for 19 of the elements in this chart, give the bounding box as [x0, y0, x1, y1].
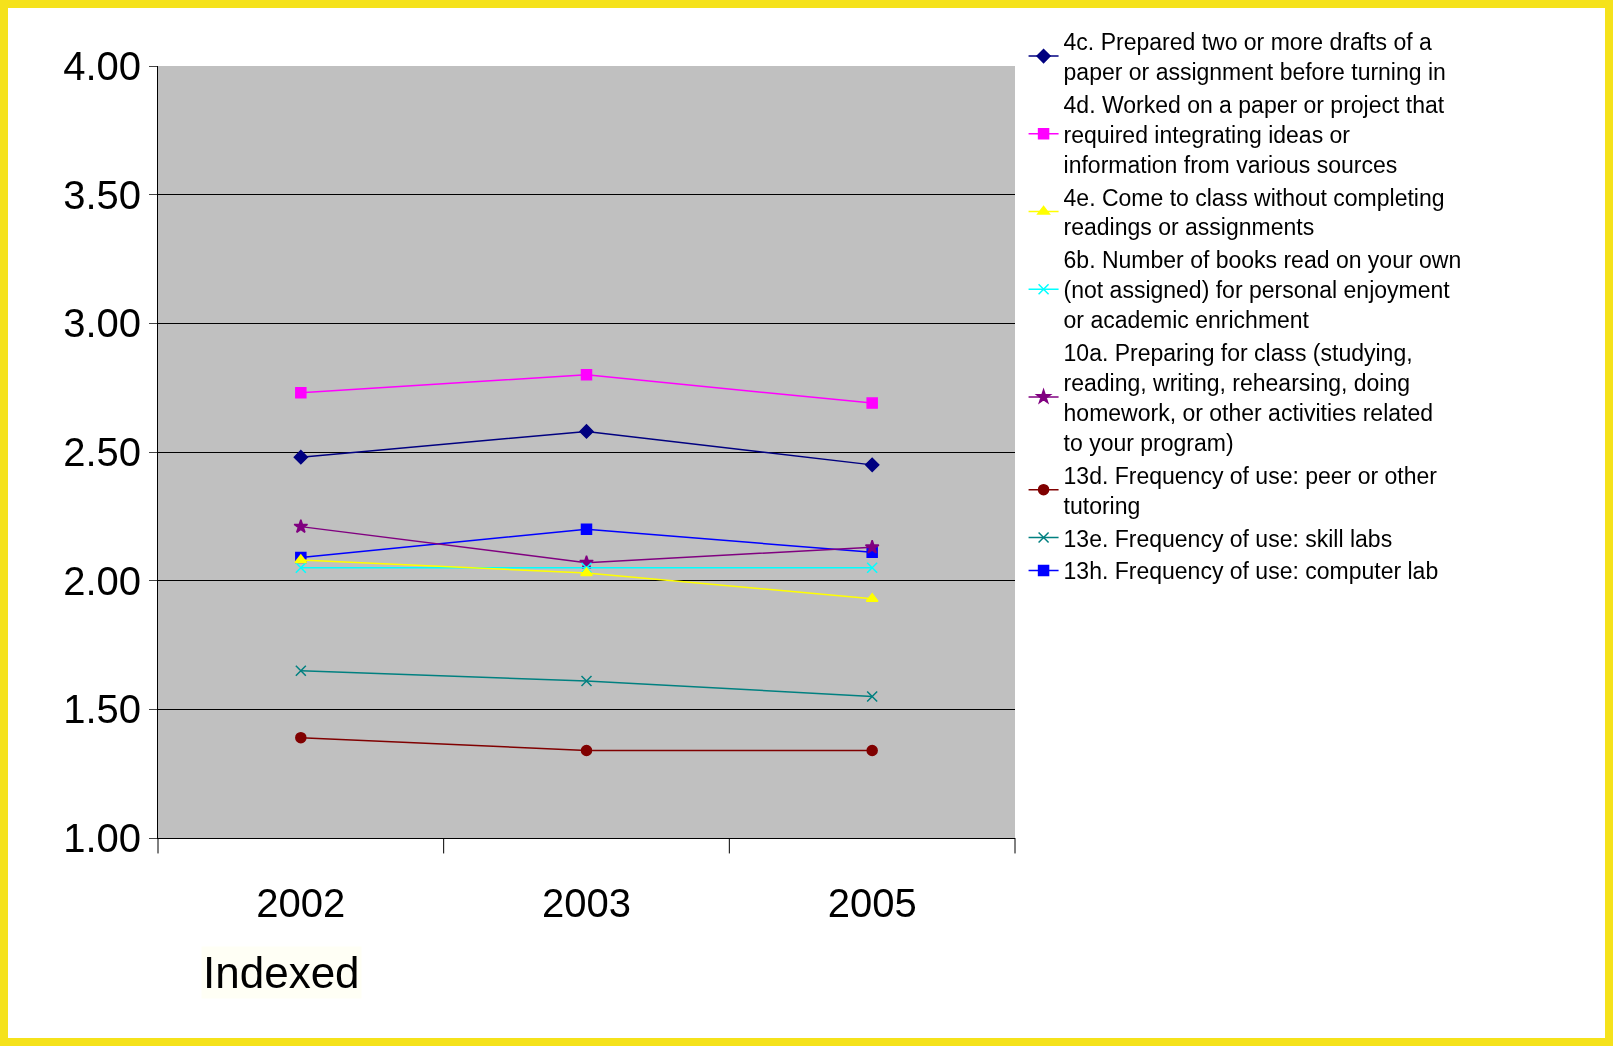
legend-label: 13h. Frequency of use: computer lab	[1063, 558, 1439, 585]
text: Indexed	[203, 948, 360, 997]
y-tick-label: 3.50	[63, 172, 141, 217]
legend-label: 13d. Frequency of use: peer or other tutoring	[1063, 462, 1438, 519]
y-tick-label: 4.00	[63, 44, 141, 88]
legend-label: 4c. Prepared two or more drafts of a paper or assignment before turning in	[1063, 29, 1446, 85]
x-tick-label: 2005	[827, 881, 917, 925]
legend-label: 10a. Preparing for class (studying, reading, writing, rehearsing, doing homework, or other activities related to your program)	[1063, 340, 1434, 456]
legend-label: 13e. Frequency of use: skill labs	[1063, 525, 1393, 552]
legend-label: 6b. Number of books read on your own (not assigned) for personal enjoyment or academic enrichment	[1063, 247, 1462, 334]
y-tick-label: 2.00	[63, 558, 141, 603]
y-tick-label: 3.00	[63, 301, 141, 346]
y-tick-label: 2.50	[63, 430, 141, 474]
x-tick-label: 2003	[542, 881, 631, 925]
legend-label: 4d. Worked on a paper or project that required integrating ideas or information from various sources	[1063, 91, 1445, 178]
x-tick-label: 2002	[256, 881, 346, 925]
y-tick-label: 1.00	[63, 816, 141, 860]
legend-label: 4e. Come to class without completing readings or assignments	[1063, 184, 1445, 241]
y-tick-label: 1.50	[63, 687, 141, 732]
